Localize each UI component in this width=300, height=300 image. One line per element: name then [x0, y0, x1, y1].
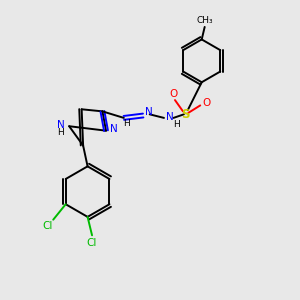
Text: O: O [202, 98, 211, 108]
Text: Cl: Cl [43, 220, 53, 231]
Text: H: H [123, 119, 130, 128]
Text: N: N [57, 120, 65, 130]
Text: H: H [58, 128, 64, 137]
Text: H: H [173, 120, 180, 129]
Text: CH₃: CH₃ [197, 16, 214, 25]
Text: N: N [166, 112, 174, 122]
Text: O: O [170, 88, 178, 98]
Text: S: S [181, 108, 190, 121]
Text: N: N [145, 107, 153, 117]
Text: N: N [110, 124, 118, 134]
Text: Cl: Cl [87, 238, 97, 248]
